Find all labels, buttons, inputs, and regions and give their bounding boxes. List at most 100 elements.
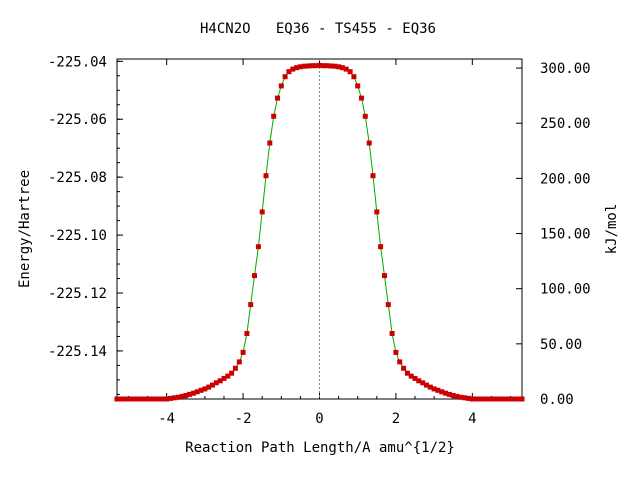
data-point <box>305 63 311 69</box>
data-point <box>275 95 280 101</box>
data-point <box>450 393 456 398</box>
y-tick-label: -225.06 <box>48 112 107 128</box>
data-point <box>114 396 120 402</box>
data-point <box>420 380 426 386</box>
data-point <box>255 244 261 250</box>
y2-tick-label: 250.00 <box>540 116 591 132</box>
data-point <box>267 140 273 146</box>
x-axis-ticks: -4 -2 0 2 4 <box>127 59 512 427</box>
data-point <box>290 66 296 72</box>
data-point <box>278 83 284 89</box>
data-point <box>317 62 322 68</box>
data-point <box>126 396 131 402</box>
x-axis-label: Reaction Path Length/A amu^{1/2} <box>185 440 455 456</box>
data-point <box>156 396 162 402</box>
data-point <box>347 69 353 75</box>
data-point <box>320 63 326 69</box>
data-point <box>244 331 250 336</box>
x-tick-label: 2 <box>392 411 400 427</box>
data-point <box>328 63 334 69</box>
data-point <box>481 396 487 402</box>
data-point <box>141 396 147 402</box>
data-point <box>435 387 441 393</box>
data-point <box>213 380 219 386</box>
data-point <box>240 349 246 355</box>
data-point <box>401 365 407 371</box>
data-point <box>389 331 395 336</box>
data-point <box>351 74 357 80</box>
y2-tick-label: 0.00 <box>540 392 574 408</box>
data-point <box>294 65 300 71</box>
data-point <box>271 113 277 119</box>
data-point <box>221 375 227 381</box>
data-point <box>297 64 303 70</box>
data-point <box>263 173 269 179</box>
data-point <box>339 65 345 71</box>
x-tick-label: -4 <box>158 411 175 427</box>
data-point <box>500 396 506 402</box>
data-point <box>309 63 315 69</box>
y2-tick-label: 100.00 <box>540 282 591 298</box>
data-point <box>477 396 483 402</box>
data-point <box>485 396 491 402</box>
data-point <box>168 395 173 401</box>
data-point <box>393 349 399 355</box>
data-point <box>519 396 525 402</box>
data-point <box>210 382 215 388</box>
data-point <box>122 396 128 402</box>
data-point <box>362 113 368 119</box>
data-point <box>355 83 361 89</box>
data-point <box>259 209 265 215</box>
y-tick-label: -225.10 <box>48 228 107 244</box>
y2-axis-ticks: 300.00 250.00 200.00 150.00 100.00 50.00 0.00 <box>516 61 591 408</box>
data-point <box>236 359 242 365</box>
y-tick-label: -225.12 <box>48 286 107 302</box>
y2-tick-label: 150.00 <box>540 227 591 243</box>
data-point <box>492 396 498 402</box>
data-point <box>385 302 391 308</box>
data-point <box>412 375 418 381</box>
data-point <box>336 64 342 70</box>
data-point <box>301 63 307 69</box>
data-point <box>462 395 468 401</box>
data-point <box>378 244 384 250</box>
data-point <box>252 273 257 279</box>
data-point <box>232 365 238 371</box>
data-point <box>343 66 349 72</box>
data-point <box>171 395 177 401</box>
y-tick-label: -225.14 <box>48 344 107 360</box>
data-point <box>160 396 166 402</box>
data-point <box>427 384 433 390</box>
data-point <box>187 391 193 397</box>
data-point <box>511 396 517 402</box>
y2-tick-label: 300.00 <box>540 61 591 77</box>
data-point <box>175 394 181 400</box>
data-point <box>324 63 330 69</box>
data-point <box>286 69 292 75</box>
data-point <box>404 370 410 376</box>
y-axis-label: Energy/Hartree <box>17 170 33 288</box>
data-point <box>313 63 319 69</box>
data-point <box>374 209 380 215</box>
data-point <box>454 393 460 399</box>
data-point <box>282 74 288 80</box>
data-point <box>206 384 212 390</box>
y2-tick-label: 50.00 <box>540 337 582 353</box>
y-tick-label: -225.04 <box>48 54 107 70</box>
data-point <box>118 396 124 402</box>
data-point <box>382 273 387 279</box>
data-point <box>198 387 204 393</box>
data-point <box>443 390 449 396</box>
data-point <box>469 396 475 402</box>
x-tick-label: 4 <box>468 411 476 427</box>
data-point <box>431 386 437 392</box>
data-point <box>458 394 464 400</box>
data-point <box>129 396 135 402</box>
data-point <box>179 393 185 399</box>
data-point <box>496 396 502 402</box>
data-point <box>229 370 235 376</box>
data-point <box>424 382 429 388</box>
data-point <box>152 396 158 402</box>
data-point <box>370 173 376 179</box>
